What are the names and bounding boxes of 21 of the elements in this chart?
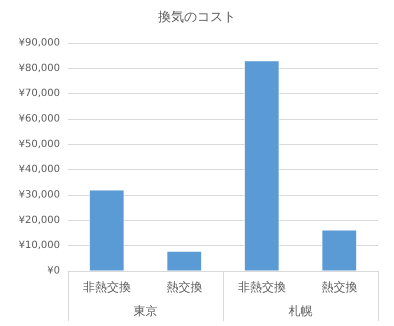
x-tick-label: 熱交換	[321, 280, 358, 294]
bar	[322, 230, 357, 271]
chart-title: 換気のコスト	[158, 10, 236, 25]
y-tick-label: ¥40,000	[18, 164, 60, 176]
y-tick-label: ¥0	[47, 266, 60, 276]
y-tick-label: ¥70,000	[18, 88, 60, 100]
x-tick-label: 非熱交換	[82, 280, 131, 294]
text: 札幌	[288, 304, 312, 318]
bar	[244, 60, 280, 271]
x-tick-label: 非熱交換	[238, 280, 286, 294]
bar	[89, 190, 124, 271]
y-tick-label: ¥90,000	[18, 38, 60, 48]
y-tick-label: ¥30,000	[18, 190, 60, 200]
x-tick-label: 熱交換	[166, 280, 202, 294]
y-tick-label: ¥80,000	[18, 62, 60, 74]
text: 東京	[134, 304, 158, 318]
y-tick-label: ¥10,000	[18, 240, 60, 252]
y-tick-label: ¥20,000	[18, 214, 60, 226]
y-tick-label: ¥60,000	[18, 114, 60, 124]
y-tick-label: ¥50,000	[18, 138, 60, 150]
bar	[166, 251, 202, 271]
